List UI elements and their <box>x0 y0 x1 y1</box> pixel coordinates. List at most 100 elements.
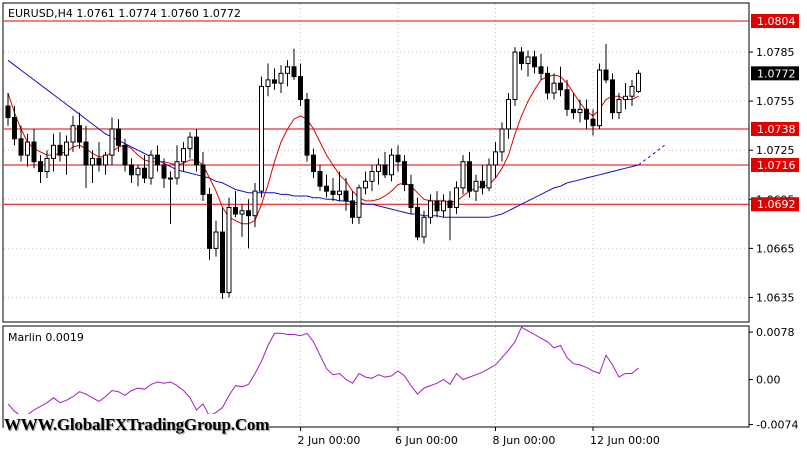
candle <box>636 70 641 93</box>
level-label-box <box>751 157 799 172</box>
candle <box>454 181 459 215</box>
candle <box>356 184 362 224</box>
candle <box>278 65 284 93</box>
candle <box>220 207 225 300</box>
y-tick-label: 0.0078 <box>756 326 795 339</box>
candle <box>38 155 43 183</box>
candle-body-up <box>428 200 433 218</box>
candle-body-up <box>486 164 492 189</box>
candle-body-down <box>330 190 336 195</box>
candle-body-up <box>597 69 602 127</box>
candle-body-up <box>376 164 381 172</box>
candle <box>506 92 511 139</box>
level-label: 1.0804 <box>757 15 796 28</box>
candle <box>18 125 24 162</box>
candle-body-up <box>44 157 50 172</box>
candle-body-up <box>135 167 141 176</box>
candle-body-down <box>272 79 277 84</box>
candle-body-up <box>623 95 628 101</box>
candle-body-down <box>207 193 212 249</box>
candle-body-down <box>5 105 11 119</box>
candle-body-down <box>343 190 349 202</box>
candle-body-down <box>298 76 303 101</box>
candle <box>207 187 212 260</box>
candle-body-up <box>239 210 245 215</box>
candle <box>551 73 557 100</box>
candle <box>187 132 193 159</box>
candle <box>161 158 167 188</box>
x-tick-label: 8 Jun 00:00 <box>493 434 556 447</box>
candle-body-up <box>577 108 583 114</box>
candle <box>395 145 401 172</box>
marlin-line <box>7 326 639 417</box>
candle <box>603 43 609 84</box>
candle <box>330 178 336 201</box>
candle-body-down <box>447 200 453 208</box>
candle-body-up <box>493 151 498 166</box>
candle-body-down <box>83 141 89 166</box>
candle <box>90 150 95 183</box>
candle <box>252 182 258 228</box>
y-tick-label: 1.0785 <box>756 46 795 59</box>
candle-body-down <box>564 89 570 110</box>
x-tick-label: 6 Jun 00:00 <box>395 434 458 447</box>
candle <box>285 60 290 87</box>
candles[interactable] <box>5 43 641 300</box>
candle-body-down <box>467 161 472 192</box>
candle-body-down <box>558 82 563 91</box>
candle <box>382 151 388 179</box>
candle <box>181 142 186 172</box>
candle-body-up <box>551 82 557 94</box>
candle <box>363 171 368 195</box>
candle-body-down <box>603 69 609 81</box>
price-grid <box>4 4 748 321</box>
candle-body-up <box>252 190 258 217</box>
candle-body-up <box>356 187 362 218</box>
candle <box>194 128 199 172</box>
candle-body-up <box>506 99 511 130</box>
candle <box>545 66 550 100</box>
indicator-title: Marlin 0.0019 <box>8 331 84 344</box>
candle <box>246 199 251 249</box>
candle <box>350 191 355 224</box>
candle-body-up <box>181 148 186 163</box>
candle-body-up <box>636 72 641 92</box>
candle <box>376 158 381 185</box>
candle <box>64 135 69 175</box>
candle-body-down <box>122 144 128 166</box>
candle <box>77 112 82 149</box>
y-tick-label: 0.00 <box>756 374 781 387</box>
candle <box>44 150 50 179</box>
price-axis: 1.07851.07551.07251.06951.06651.06351.08… <box>749 13 799 304</box>
candle <box>324 174 329 198</box>
candle-body-down <box>155 154 160 166</box>
candle <box>460 155 466 195</box>
candle-body-up <box>226 206 232 294</box>
candle-body-up <box>259 85 264 192</box>
candle <box>12 106 17 146</box>
candle <box>467 151 472 198</box>
y-tick-label: 1.0635 <box>756 291 795 304</box>
candle-body-down <box>220 231 225 294</box>
candle <box>512 47 518 107</box>
level-label: 1.0738 <box>757 123 796 136</box>
candle <box>298 63 303 107</box>
candle <box>337 171 342 201</box>
candle <box>428 194 433 224</box>
candle-body-up <box>51 144 56 159</box>
candle-body-down <box>12 117 17 140</box>
candle-body-up <box>473 180 479 192</box>
candle <box>486 158 492 192</box>
marlin-polyline <box>7 326 639 417</box>
candle <box>584 99 589 129</box>
candle-body-up <box>64 141 69 156</box>
candle <box>519 47 524 71</box>
y-tick-label: -0.0074 <box>756 419 798 432</box>
y-tick-label: 1.0755 <box>756 95 795 108</box>
level-label: 1.0716 <box>757 159 796 172</box>
price-panel <box>2 2 750 323</box>
candle <box>590 109 596 136</box>
candle-body-down <box>311 154 316 172</box>
candle <box>142 155 147 183</box>
